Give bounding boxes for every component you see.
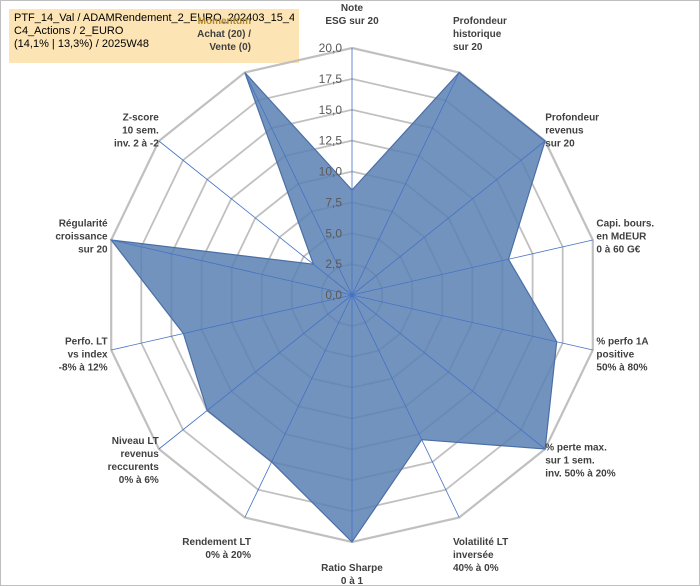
axis-label-2: Profondeur revenus sur 20 <box>545 112 599 149</box>
spoke-6 <box>351 294 460 518</box>
spoke-8 <box>244 294 353 518</box>
spoke-11 <box>111 239 353 296</box>
axis-label-9-line-3: 0% à 6% <box>119 475 159 486</box>
tick-label-0: 0,0 <box>325 288 342 302</box>
chart-title-box: PTF_14_Val / ADAMRendement_2_EURO_202403… <box>9 9 299 63</box>
axis-label-0: Note ESG sur 20 <box>325 3 379 27</box>
spoke-10 <box>111 294 353 351</box>
axis-label-5-line-2: inv. 50% à 20% <box>545 469 616 480</box>
tick-label-4: 10,0 <box>319 165 343 179</box>
axis-label-5: % perte max. sur 1 sem. inv. 50% à 20% <box>545 443 616 480</box>
axis-label-13: Momentum Achat (20) / Vente (0) <box>197 16 251 53</box>
axis-label-13-line-1: Achat (20) / <box>197 29 251 40</box>
tick-label-6: 15,0 <box>319 103 343 117</box>
axis-label-5-line-1: sur 1 sem. <box>545 456 595 467</box>
tick-label-1: 2,5 <box>325 257 342 271</box>
axis-label-1-line-1: historique <box>453 29 502 40</box>
axis-label-10-line-0: Perfo. LT <box>65 337 108 348</box>
spoke-9 <box>158 294 353 450</box>
axis-label-6-line-2: 40% à 0% <box>453 563 499 574</box>
axis-label-6-line-0: Volatilité LT <box>453 537 508 548</box>
axis-label-1: Profondeur historique sur 20 <box>453 16 507 53</box>
axis-label-13-line-0: Momentum <box>198 16 251 27</box>
axis-label-8-line-0: Rendement LT <box>182 537 251 548</box>
title-line-2: C4_Actions / 2_EURO <box>14 25 124 37</box>
spoke-5 <box>351 294 546 450</box>
axis-label-2-line-2: sur 20 <box>545 138 575 149</box>
spoke-3 <box>351 239 593 296</box>
axis-label-11-line-1: croissance <box>55 232 108 243</box>
axis-label-3-line-1: en MdEUR <box>596 232 647 243</box>
axis-label-12-line-0: Z-score <box>123 112 160 123</box>
axis-label-2-line-0: Profondeur <box>545 112 599 123</box>
title-line-3: (14,1% | 13,3%) / 2025W48 <box>14 38 149 50</box>
axis-label-9-line-0: Niveau LT <box>112 436 159 447</box>
axis-label-12-line-2: inv. 2 à -2 <box>114 138 159 149</box>
axis-label-4-line-0: % perfo 1A <box>596 337 648 348</box>
tick-label-7: 17,5 <box>319 72 343 86</box>
axis-label-12-line-1: 10 sem. <box>122 125 159 136</box>
axis-label-4-line-1: positive <box>596 350 634 361</box>
axis-label-3-line-2: 0 à 60 G€ <box>596 245 640 256</box>
axis-label-9: Niveau LT revenus reccurents 0% à 6% <box>108 436 160 486</box>
axis-label-11-line-2: sur 20 <box>78 245 108 256</box>
spoke-1 <box>351 72 460 296</box>
spoke-4 <box>351 294 593 351</box>
axis-label-0-line-1: ESG sur 20 <box>325 16 379 27</box>
axis-label-5-line-0: % perte max. <box>545 443 607 454</box>
tick-label-3: 7,5 <box>325 195 342 209</box>
tick-label-8: 20,0 <box>319 41 343 55</box>
axis-label-9-line-1: revenus <box>120 449 159 460</box>
axis-label-1-line-0: Profondeur <box>453 16 507 27</box>
axis-label-11-line-0: Régularité <box>59 219 108 230</box>
spoke-13 <box>244 72 353 296</box>
axis-label-4: % perfo 1A positive 50% à 80% <box>596 337 648 374</box>
axis-label-2-line-1: revenus <box>545 125 584 136</box>
axis-label-8-line-1: 0% à 20% <box>205 550 251 561</box>
tick-label-2: 5,0 <box>325 226 342 240</box>
axis-label-7: Ratio Sharpe 0 à 1 <box>321 563 383 586</box>
axis-label-10-line-1: vs index <box>68 350 108 361</box>
title-line-1: PTF_14_Val / ADAMRendement_2_EURO_202403… <box>14 12 294 24</box>
axis-label-4-line-2: 50% à 80% <box>596 363 647 374</box>
axis-label-11: Régularité croissance sur 20 <box>55 219 108 256</box>
axis-label-9-line-2: reccurents <box>108 462 160 473</box>
axis-label-12: Z-score 10 sem. inv. 2 à -2 <box>114 112 159 149</box>
axis-label-6-line-1: inversée <box>453 550 494 561</box>
axis-label-7-line-0: Ratio Sharpe <box>321 563 383 574</box>
axis-label-3: Capi. bours. en MdEUR 0 à 60 G€ <box>596 219 654 256</box>
axis-label-8: Rendement LT 0% à 20% <box>182 537 251 561</box>
axis-label-0-line-0: Note <box>341 3 364 14</box>
spoke-2 <box>351 140 546 296</box>
axis-label-7-line-1: 0 à 1 <box>341 576 364 586</box>
tick-label-5: 12,5 <box>319 134 343 148</box>
spoke-12 <box>158 140 353 296</box>
axis-label-10: Perfo. LT vs index -8% à 12% <box>59 337 108 374</box>
axis-label-10-line-2: -8% à 12% <box>59 363 108 374</box>
axis-label-13-line-2: Vente (0) <box>209 42 251 53</box>
axis-label-1-line-2: sur 20 <box>453 42 483 53</box>
axis-label-6: Volatilité LT inversée 40% à 0% <box>453 537 508 574</box>
axis-label-3-line-0: Capi. bours. <box>596 219 654 230</box>
